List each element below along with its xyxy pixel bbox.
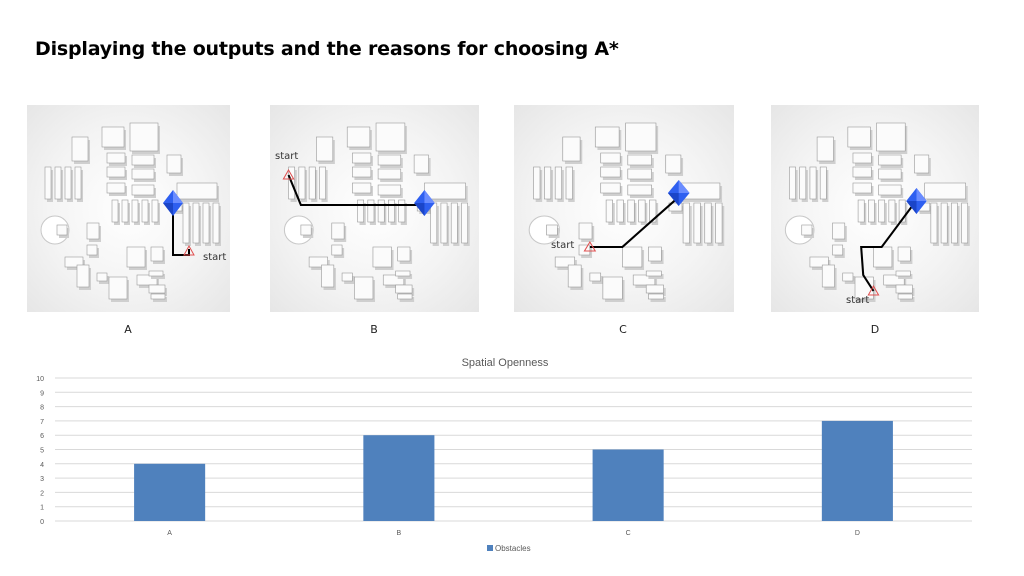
panel-label-a: A [124, 323, 132, 336]
astar-path-line [172, 209, 190, 256]
start-label-c: start [551, 240, 575, 251]
spatial-openness-chart: Spatial Openness 0 1 2 3 4 5 6 7 8 9 10 A B C D Obstacle… [36, 357, 972, 553]
y-tick-label: 3 [40, 476, 44, 483]
map-panel-c [514, 105, 734, 312]
x-tick-label: A [167, 530, 172, 537]
chart-title: Spatial Openness [462, 357, 549, 369]
map-panel-a [27, 105, 230, 312]
y-tick-label: 0 [40, 519, 44, 526]
astar-path-line [860, 202, 916, 292]
y-tick-label: 2 [40, 490, 44, 497]
bar-d [821, 420, 893, 521]
bar-b [363, 435, 435, 521]
bar-a [134, 463, 206, 521]
goal-diamond-icon [163, 190, 183, 216]
y-tick-label: 4 [40, 462, 44, 469]
y-tick-label: 7 [40, 419, 44, 426]
start-label-a: start [203, 252, 227, 263]
start-label-d: start [846, 295, 870, 306]
astar-path-line [287, 174, 425, 206]
legend-label: Obstacles [495, 544, 531, 553]
chart-legend: Obstacles [487, 544, 531, 553]
y-tick-label: 6 [40, 433, 44, 440]
start-label-b: start [275, 151, 299, 162]
panel-label-c: C [619, 323, 627, 336]
y-tick-label: 10 [36, 376, 44, 383]
x-tick-label: C [626, 530, 631, 537]
panel-label-b: B [370, 323, 378, 336]
panel-label-d: D [870, 323, 880, 336]
map-panel-d [771, 105, 979, 312]
x-tick-label: B [397, 530, 402, 537]
map-panel-b [270, 105, 479, 312]
start-marker-icon [583, 240, 597, 252]
start-marker-icon [282, 168, 295, 180]
campus-map-d [784, 122, 970, 302]
bar-c [592, 449, 664, 521]
page-title: Displaying the outputs and the reasons f… [35, 38, 619, 60]
y-tick-label: 1 [40, 505, 44, 512]
legend-swatch [487, 545, 493, 551]
start-marker-icon [183, 244, 195, 256]
y-tick-label: 5 [40, 448, 44, 455]
campus-map-c [528, 122, 725, 302]
goal-diamond-icon [906, 188, 927, 214]
campus-map-a [40, 122, 221, 302]
y-tick-label: 9 [40, 390, 44, 397]
campus-map-b [282, 122, 470, 302]
start-marker-icon [867, 284, 880, 296]
astar-path-line [589, 196, 680, 248]
x-tick-label: D [855, 530, 860, 537]
y-tick-label: 8 [40, 405, 44, 412]
